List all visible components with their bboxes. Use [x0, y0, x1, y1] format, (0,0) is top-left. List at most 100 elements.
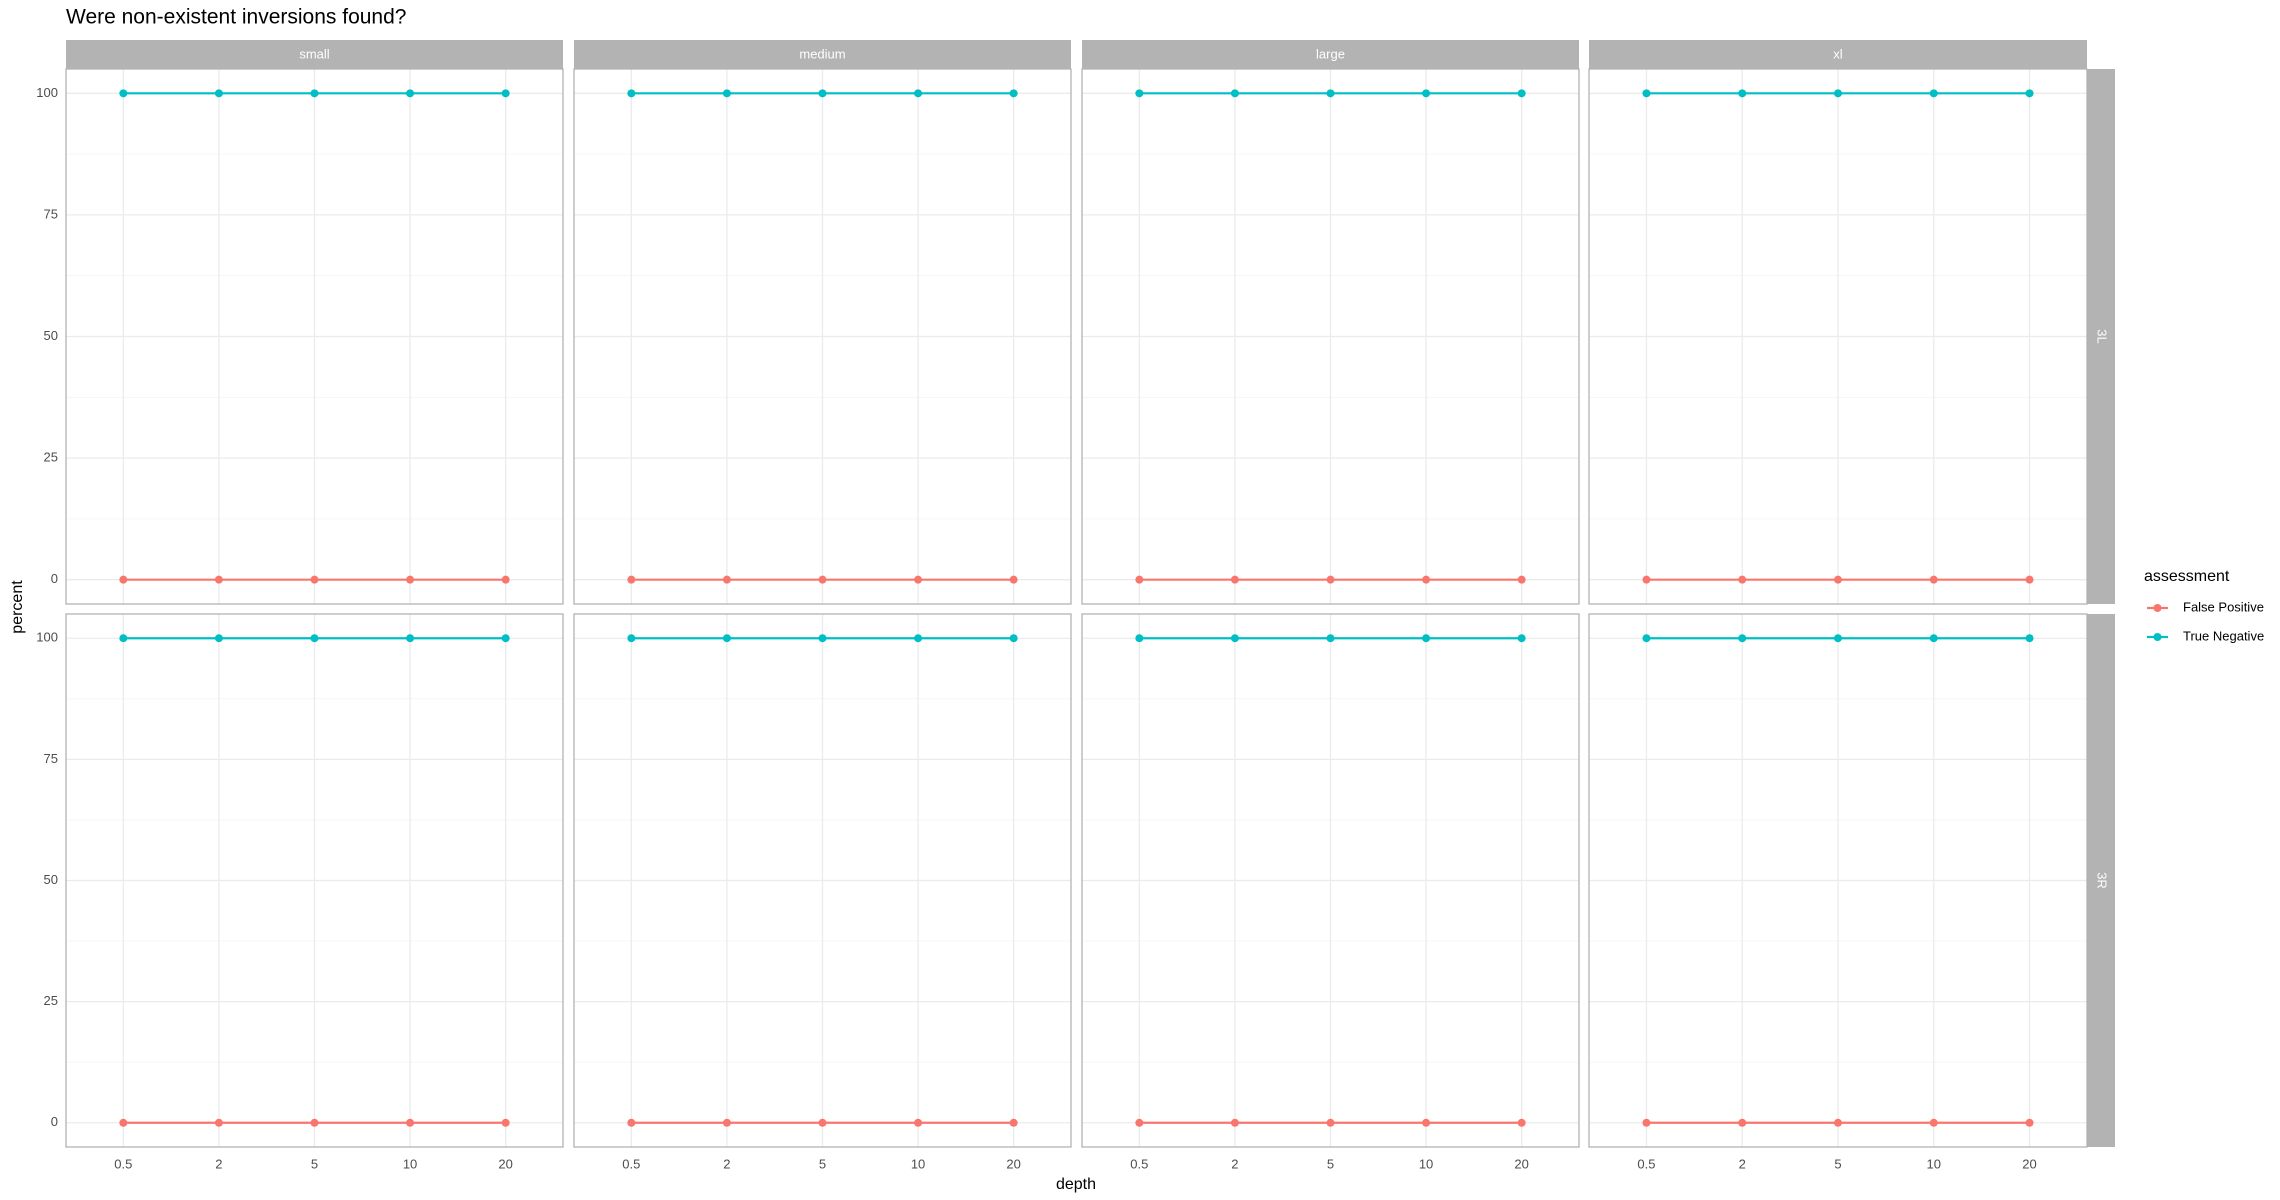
data-point — [1326, 634, 1335, 643]
data-point — [1135, 575, 1144, 584]
panel-border — [1588, 613, 2088, 1148]
data-point — [818, 575, 827, 584]
y-tick-label: 75 — [44, 751, 58, 766]
data-point — [1517, 1118, 1526, 1127]
facet-label: medium — [799, 46, 845, 61]
data-point — [1517, 89, 1526, 98]
data-point — [1230, 89, 1239, 98]
facet-strip — [1082, 40, 1579, 69]
x-tick-label: 5 — [1327, 1156, 1334, 1171]
facet-strip — [574, 40, 1071, 69]
legend-marker — [2153, 633, 2162, 641]
data-point — [1230, 575, 1239, 584]
data-point — [914, 1118, 923, 1127]
data-point — [1230, 634, 1239, 643]
x-tick-label: 5 — [819, 1156, 826, 1171]
x-tick-label: 2 — [723, 1156, 730, 1171]
data-point — [1738, 575, 1747, 584]
x-tick-label: 0.5 — [114, 1156, 132, 1171]
x-tick-label: 0.5 — [1130, 1156, 1148, 1171]
data-point — [310, 634, 319, 643]
data-point — [2025, 634, 2034, 643]
x-tick-label: 20 — [1514, 1156, 1528, 1171]
panel-border — [1081, 68, 1580, 605]
facet-label: small — [299, 46, 329, 61]
data-point — [1642, 1118, 1651, 1127]
data-point — [1642, 634, 1651, 643]
y-tick-label: 50 — [44, 328, 58, 343]
data-point — [722, 89, 731, 98]
data-point — [914, 575, 923, 584]
data-point — [119, 575, 128, 584]
legend-label: False Positive — [2183, 599, 2264, 614]
facet-label: 3R — [2095, 872, 2110, 889]
data-point — [1135, 89, 1144, 98]
y-tick-label: 50 — [44, 872, 58, 887]
data-point — [627, 1118, 636, 1127]
data-point — [1326, 89, 1335, 98]
data-point — [1642, 575, 1651, 584]
panel-border — [1081, 613, 1580, 1148]
data-point — [1738, 634, 1747, 643]
data-point — [1135, 1118, 1144, 1127]
y-tick-label: 100 — [36, 85, 58, 100]
data-point — [119, 634, 128, 643]
data-point — [627, 575, 636, 584]
facet-label: xl — [1833, 46, 1843, 61]
data-point — [1135, 634, 1144, 643]
data-point — [1326, 575, 1335, 584]
data-point — [310, 89, 319, 98]
y-tick-label: 0 — [51, 571, 58, 586]
facet-strip — [2087, 614, 2115, 1147]
data-point — [1642, 89, 1651, 98]
data-point — [1929, 634, 1938, 643]
chart-title: Were non-existent inversions found? — [66, 6, 406, 29]
data-point — [406, 89, 415, 98]
data-point — [214, 1118, 223, 1127]
data-point — [1929, 89, 1938, 98]
x-tick-label: 2 — [1739, 1156, 1746, 1171]
y-axis-label: percent — [9, 580, 26, 634]
x-tick-label: 10 — [403, 1156, 417, 1171]
data-point — [1834, 1118, 1842, 1127]
x-tick-label: 2 — [1231, 1156, 1238, 1171]
data-point — [1517, 634, 1526, 643]
data-point — [406, 1118, 415, 1127]
x-tick-label: 0.5 — [1637, 1156, 1655, 1171]
data-point — [1834, 89, 1842, 98]
data-point — [2025, 575, 2034, 584]
facet-label: 3L — [2095, 329, 2110, 343]
data-point — [1009, 1118, 1018, 1127]
data-point — [501, 89, 510, 98]
data-point — [1929, 575, 1938, 584]
panel-border — [65, 68, 564, 605]
y-tick-label: 0 — [51, 1114, 58, 1129]
data-point — [214, 634, 223, 643]
x-axis-label: depth — [1056, 1176, 1096, 1193]
data-point — [627, 89, 636, 98]
data-point — [2025, 89, 2034, 98]
legend-marker — [2153, 604, 2162, 612]
data-point — [1929, 1118, 1938, 1127]
data-point — [1834, 634, 1842, 643]
data-point — [119, 1118, 128, 1127]
y-tick-label: 100 — [36, 630, 58, 645]
x-tick-label: 20 — [498, 1156, 512, 1171]
data-point — [1834, 575, 1842, 584]
x-tick-label: 10 — [1927, 1156, 1941, 1171]
facet-strip — [2087, 69, 2115, 604]
panel-border — [65, 613, 564, 1148]
x-tick-label: 10 — [911, 1156, 925, 1171]
facet-label: large — [1316, 46, 1345, 61]
data-point — [1009, 89, 1018, 98]
data-point — [310, 1118, 319, 1127]
y-tick-label: 25 — [44, 450, 58, 465]
y-tick-label: 25 — [44, 993, 58, 1008]
x-tick-label: 20 — [2022, 1156, 2036, 1171]
legend-title: assessment — [2144, 568, 2230, 585]
data-point — [818, 634, 827, 643]
data-point — [501, 1118, 510, 1127]
data-point — [1422, 575, 1431, 584]
x-tick-label: 20 — [1006, 1156, 1020, 1171]
